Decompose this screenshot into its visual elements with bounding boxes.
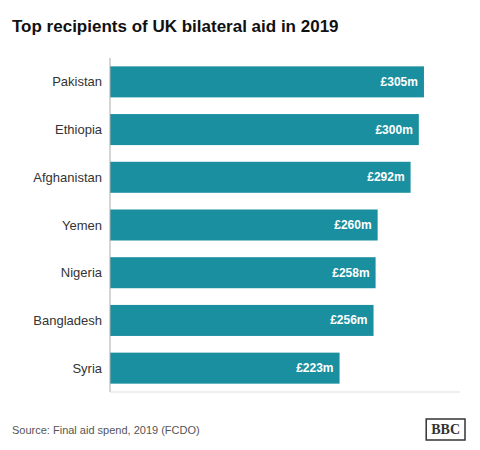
title: Top recipients of UK bilateral aid in 20… xyxy=(12,17,339,36)
bar xyxy=(110,257,376,288)
labels: £305m Pakistan £300m Ethiopia £292m Afghanist… xyxy=(33,74,418,375)
y-tick-label: Bangladesh xyxy=(33,313,102,328)
chart-container: Top recipients of UK bilateral aid in 20… xyxy=(0,0,480,450)
y-tick-label: Ethiopia xyxy=(55,122,103,137)
y-tick-label: Yemen xyxy=(62,218,102,233)
data-label: £256m xyxy=(330,313,367,327)
data-label: £300m xyxy=(375,123,412,137)
data-label: £260m xyxy=(334,218,371,232)
y-tick-label: Syria xyxy=(72,361,102,376)
bar xyxy=(110,162,411,193)
y-axis-line xyxy=(110,58,111,392)
bar xyxy=(110,209,378,240)
source-note: Source: Final aid spend, 2019 (FCDO) xyxy=(12,424,200,436)
bar xyxy=(110,305,374,336)
logo: BBC xyxy=(426,419,465,440)
data-label: £292m xyxy=(367,170,404,184)
bars xyxy=(110,66,424,383)
logo-box xyxy=(426,419,465,440)
bar xyxy=(110,114,419,145)
data-label: £305m xyxy=(381,75,418,89)
data-label: £258m xyxy=(332,266,369,280)
bar xyxy=(110,353,340,384)
x-axis-line xyxy=(110,392,460,393)
y-tick-label: Pakistan xyxy=(52,74,102,89)
logo-text: BBC xyxy=(431,422,460,437)
bar xyxy=(110,66,424,97)
y-tick-label: Nigeria xyxy=(61,265,103,280)
data-label: £223m xyxy=(296,361,333,375)
y-tick-label: Afghanistan xyxy=(33,170,102,185)
chart: Top recipients of UK bilateral aid in 20… xyxy=(0,0,480,450)
